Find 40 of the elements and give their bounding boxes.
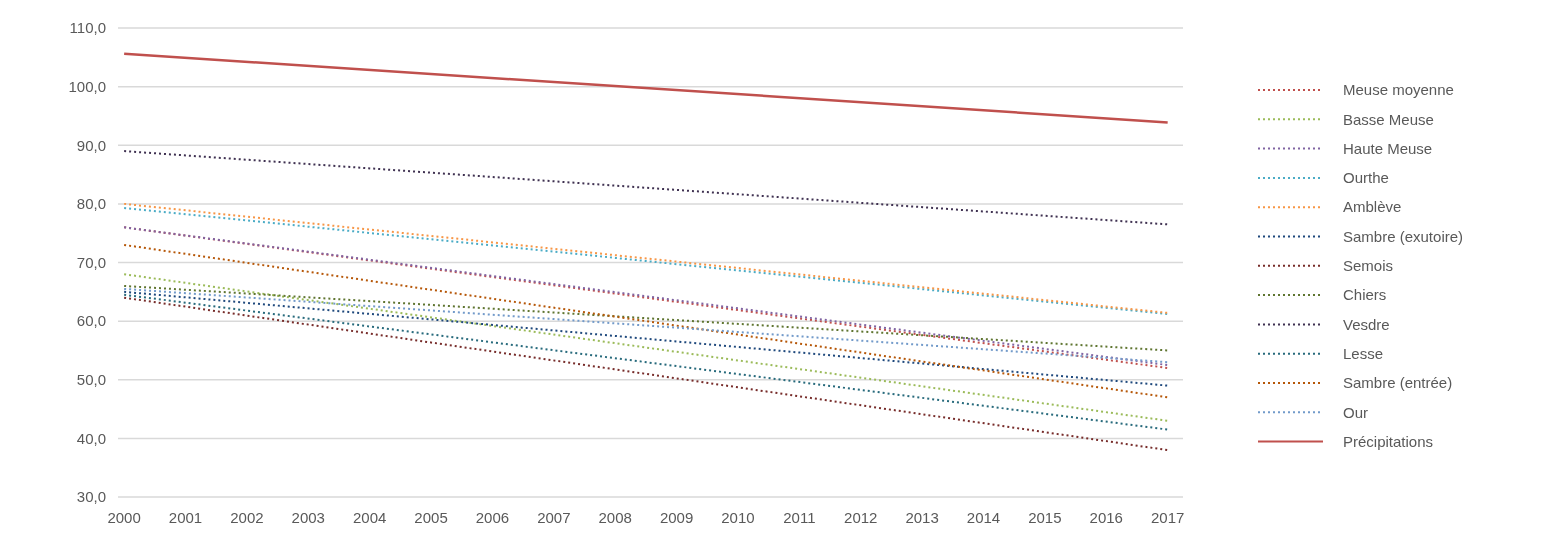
- legend-label: Précipitations: [1343, 432, 1434, 450]
- legend-label: Semois: [1343, 257, 1394, 275]
- x-tick-label: 2007: [537, 509, 571, 526]
- y-tick-label: 30,0: [76, 488, 106, 506]
- y-tick-label: 60,0: [76, 312, 106, 330]
- legend-label: Ourthe: [1343, 169, 1389, 187]
- x-tick-label: 2005: [414, 509, 448, 526]
- legend-label: Vesdre: [1343, 315, 1390, 333]
- x-tick-label: 2004: [352, 509, 387, 526]
- legend-label: Meuse moyenne: [1343, 81, 1454, 99]
- y-tick-label: 90,0: [76, 136, 106, 154]
- x-tick-label: 2008: [598, 509, 632, 526]
- y-tick-label: 50,0: [76, 371, 106, 388]
- x-tick-label: 2013: [905, 509, 939, 526]
- x-tick-label: 2006: [475, 509, 510, 526]
- x-tick-label: 2016: [1089, 509, 1123, 526]
- legend-label: Haute Meuse: [1343, 139, 1433, 157]
- legend-label: Amblève: [1343, 198, 1402, 216]
- legend-label: Basse Meuse: [1343, 110, 1434, 128]
- x-tick-label: 2002: [230, 509, 264, 526]
- y-tick-label: 110,0: [69, 19, 106, 37]
- y-tick-label: 100,0: [68, 77, 106, 95]
- x-tick-label: 2015: [1028, 509, 1062, 526]
- x-tick-label: 2000: [107, 509, 141, 526]
- legend-label: Sambre (entrée): [1343, 374, 1453, 392]
- y-tick-label: 70,0: [76, 253, 106, 271]
- y-tick-label: 80,0: [76, 195, 106, 213]
- y-tick-label: 40,0: [76, 429, 106, 447]
- x-tick-label: 2012: [844, 509, 878, 526]
- x-tick-label: 2010: [721, 509, 755, 526]
- x-tick-label: 2014: [966, 509, 1001, 526]
- x-tick-label: 2003: [291, 509, 325, 526]
- legend-label: Lesse: [1343, 344, 1384, 362]
- legend-label: Chiers: [1343, 286, 1387, 304]
- x-tick-label: 2011: [783, 509, 816, 526]
- x-tick-label: 2001: [168, 509, 203, 526]
- legend-label: Sambre (exutoire): [1343, 227, 1464, 245]
- x-tick-label: 2009: [659, 509, 694, 526]
- legend-label: Our: [1343, 403, 1369, 421]
- x-tick-label: 2017: [1150, 509, 1185, 526]
